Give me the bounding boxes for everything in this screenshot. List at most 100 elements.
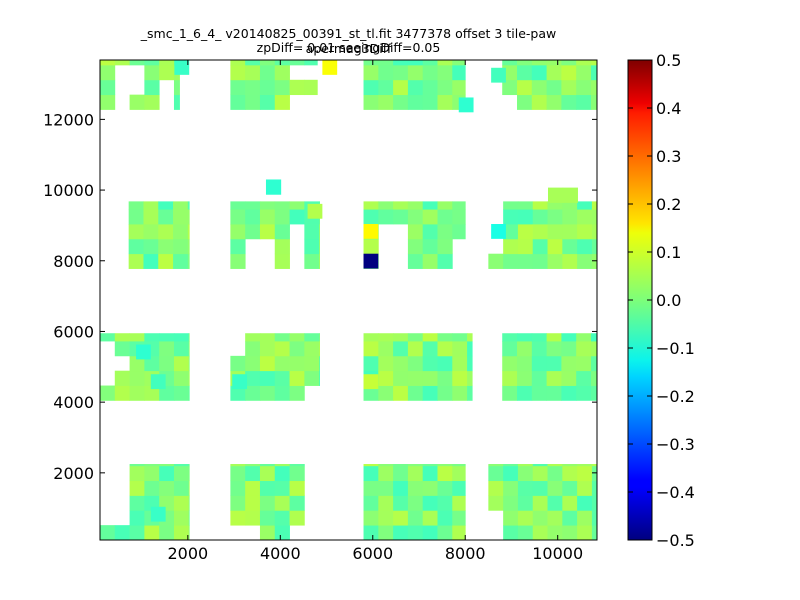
heatmap-cell	[128, 201, 144, 210]
heatmap-cell	[422, 510, 438, 526]
heatmap-cell	[452, 333, 468, 342]
heatmap-cell	[304, 355, 320, 372]
heatmap-cell	[531, 385, 547, 401]
heatmap-cell	[422, 79, 438, 96]
heatmap-cell	[546, 333, 562, 342]
heatmap-cell	[187, 224, 190, 240]
colorbar-tick-label: −0.3	[656, 435, 695, 454]
heatmap-cell	[259, 510, 276, 526]
heatmap-cell	[188, 465, 190, 482]
heatmap-highlight-cell	[491, 67, 506, 83]
heatmap-cell	[437, 495, 453, 511]
heatmap-cell	[129, 495, 145, 511]
heatmap-cell	[437, 94, 453, 110]
heatmap-cell	[128, 253, 144, 269]
heatmap-cell	[259, 465, 276, 482]
heatmap-cell	[188, 385, 190, 401]
heatmap-cell	[259, 385, 276, 401]
heatmap-cell	[577, 201, 593, 210]
heatmap-cell	[378, 370, 394, 386]
heatmap-cell	[422, 341, 438, 357]
heatmap-cell	[407, 224, 424, 240]
heatmap-cell	[488, 253, 504, 269]
heatmap-cell	[274, 341, 290, 357]
heatmap-cell	[437, 253, 453, 269]
heatmap-cell	[158, 224, 174, 240]
heatmap-cell	[517, 355, 533, 372]
heatmap-cell	[517, 64, 533, 81]
heatmap-cell	[590, 64, 597, 81]
heatmap-cell	[437, 525, 453, 540]
heatmap-cell	[274, 370, 290, 386]
heatmap-cell	[393, 60, 409, 66]
heatmap-cell	[503, 238, 519, 255]
heatmap-cell	[173, 224, 189, 240]
heatmap-cell	[245, 201, 261, 210]
heatmap-cell	[158, 209, 174, 225]
heatmap-cell	[144, 465, 160, 482]
heatmap-cell	[274, 238, 290, 255]
heatmap-cell	[422, 64, 438, 81]
heatmap-cell	[517, 253, 534, 269]
heatmap-cell	[274, 253, 290, 269]
heatmap-cell	[590, 370, 597, 386]
heatmap-cell	[245, 480, 261, 496]
heatmap-cell	[546, 355, 562, 372]
heatmap-cell	[289, 495, 305, 511]
heatmap-cell	[274, 480, 290, 496]
heatmap-cell	[230, 253, 246, 269]
heatmap-cell	[517, 370, 533, 386]
chart-title-line2: zpDiff= 0.01 seeingDiff=0.05	[256, 40, 441, 55]
y-tick-label: 12000	[43, 110, 94, 129]
heatmap-cell	[407, 60, 424, 66]
heatmap-cell	[532, 465, 548, 482]
heatmap-cell	[562, 465, 578, 482]
heatmap-cell	[173, 209, 189, 225]
heatmap-cell	[452, 480, 466, 496]
heatmap-cell	[422, 464, 438, 467]
heatmap-cell	[304, 333, 320, 342]
heatmap-cell	[259, 64, 276, 81]
heatmap-cell	[393, 79, 409, 96]
heatmap-cell	[531, 94, 547, 110]
heatmap-cell	[577, 224, 593, 240]
heatmap-cell	[259, 209, 276, 225]
heatmap-cell	[531, 355, 547, 372]
heatmap-cell	[259, 464, 276, 467]
heatmap-cell	[562, 253, 578, 269]
heatmap-cell	[437, 385, 453, 401]
heatmap-cell	[230, 79, 246, 96]
colorbar-tick-label: 0.0	[656, 291, 681, 310]
heatmap-cell	[187, 253, 190, 269]
heatmap-cell	[159, 480, 175, 496]
heatmap-cell	[188, 333, 190, 342]
heatmap-cell	[422, 525, 438, 540]
heatmap-cell	[546, 370, 562, 386]
heatmap-cell	[173, 79, 180, 96]
chart-title-line1: _smc_1_6_4_ v20140825_00391_st_tl.fit 34…	[140, 26, 557, 56]
heatmap-cell	[129, 510, 145, 526]
heatmap-cell	[576, 333, 592, 342]
heatmap-cell	[502, 60, 518, 66]
heatmap-cell	[378, 465, 394, 482]
heatmap-cell	[562, 224, 578, 240]
heatmap-cell	[363, 64, 379, 81]
heatmap-cell	[561, 370, 577, 386]
heatmap-cell	[576, 64, 592, 81]
heatmap-cell	[547, 253, 563, 269]
heatmap-cell	[502, 333, 518, 342]
heatmap-cell	[517, 224, 534, 240]
heatmap-cell	[319, 253, 320, 269]
heatmap-cell	[546, 79, 562, 96]
heatmap-cell	[517, 495, 534, 511]
heatmap-cell	[363, 385, 379, 401]
heatmap-cell	[517, 464, 534, 467]
heatmap-cell	[159, 60, 175, 66]
heatmap-cell	[547, 480, 563, 496]
heatmap-cell	[422, 480, 438, 496]
heatmap-cell	[532, 209, 548, 225]
heatmap-cell	[591, 480, 597, 496]
heatmap-cell	[274, 525, 290, 540]
heatmap-cell	[363, 495, 379, 511]
heatmap-cell	[517, 209, 534, 225]
